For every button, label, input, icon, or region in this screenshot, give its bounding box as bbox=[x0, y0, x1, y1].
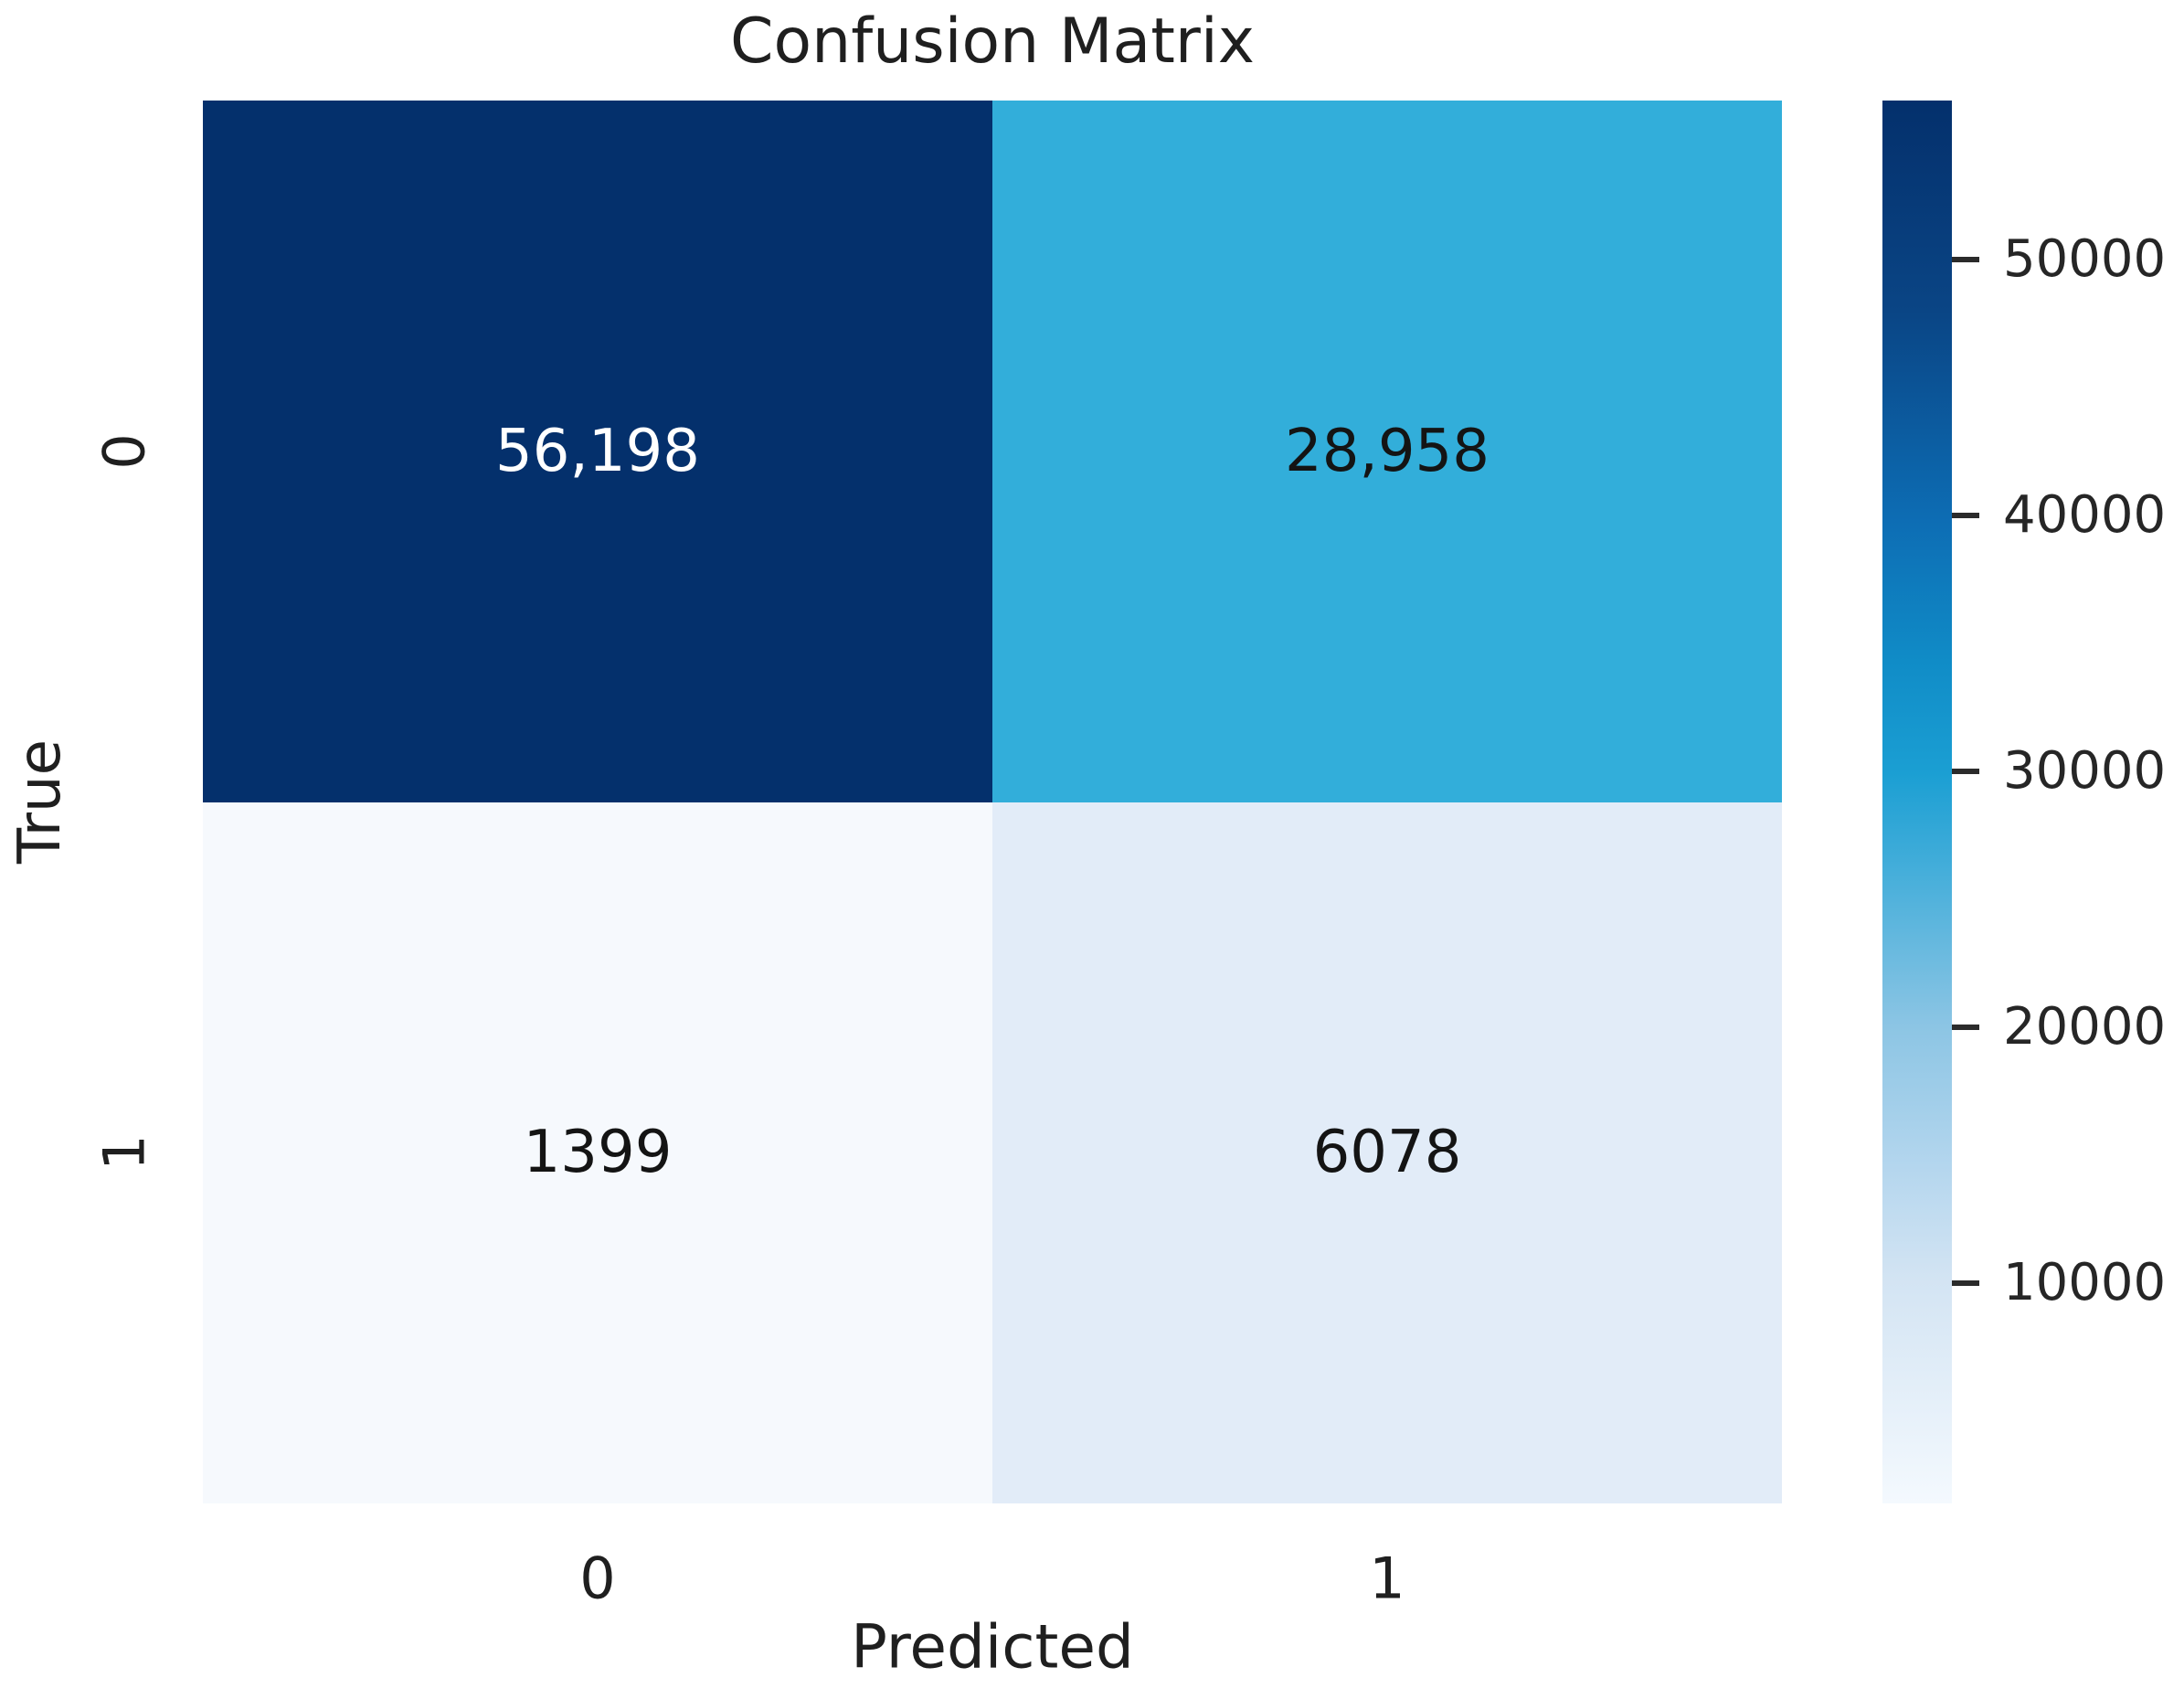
colorbar-tick-label: 10000 bbox=[2003, 1253, 2167, 1313]
y-tick-label-1: 1 bbox=[90, 1134, 158, 1171]
heatmap-cell-true1-pred0: 1399 bbox=[203, 802, 992, 1503]
colorbar-tick: 10000 bbox=[1952, 1258, 2166, 1309]
colorbar-tick-label: 20000 bbox=[2003, 996, 2167, 1057]
cell-value: 6078 bbox=[1312, 1119, 1462, 1187]
colorbar-tick-mark bbox=[1952, 1024, 1979, 1030]
x-tick-label-0: 0 bbox=[579, 1545, 616, 1612]
chart-title: Confusion Matrix bbox=[730, 5, 1255, 78]
heatmap-cell-true1-pred1: 6078 bbox=[992, 802, 1782, 1503]
y-tick-label-0: 0 bbox=[90, 433, 158, 470]
heatmap-cell-true0-pred0: 56,198 bbox=[203, 101, 992, 802]
colorbar-tick-mark bbox=[1952, 256, 1979, 262]
colorbar-tick: 40000 bbox=[1952, 484, 2167, 545]
heatmap-cell-true0-pred1: 28,958 bbox=[992, 101, 1782, 802]
colorbar-tick-mark bbox=[1952, 768, 1979, 774]
y-axis-label: True bbox=[6, 739, 74, 864]
colorbar-tick-mark bbox=[1952, 512, 1979, 518]
colorbar-tick-label: 40000 bbox=[2003, 484, 2167, 545]
cell-value: 28,958 bbox=[1285, 417, 1490, 485]
colorbar-tick-mark bbox=[1952, 1280, 1979, 1287]
colorbar: 50000 40000 30000 20000 10000 bbox=[1882, 101, 2184, 1503]
colorbar-tick: 20000 bbox=[1952, 996, 2167, 1057]
x-tick-label-1: 1 bbox=[1369, 1545, 1405, 1612]
heatmap-grid: 56,198 28,958 1399 6078 bbox=[203, 101, 1782, 1503]
colorbar-tick: 30000 bbox=[1952, 740, 2167, 801]
cell-value: 1399 bbox=[523, 1119, 673, 1187]
cell-value: 56,198 bbox=[495, 417, 700, 485]
x-axis-label: Predicted bbox=[851, 1611, 1134, 1683]
colorbar-tick: 50000 bbox=[1952, 228, 2167, 289]
colorbar-tick-label: 30000 bbox=[2003, 740, 2167, 801]
colorbar-gradient bbox=[1882, 101, 1952, 1503]
colorbar-tick-label: 50000 bbox=[2003, 228, 2167, 289]
